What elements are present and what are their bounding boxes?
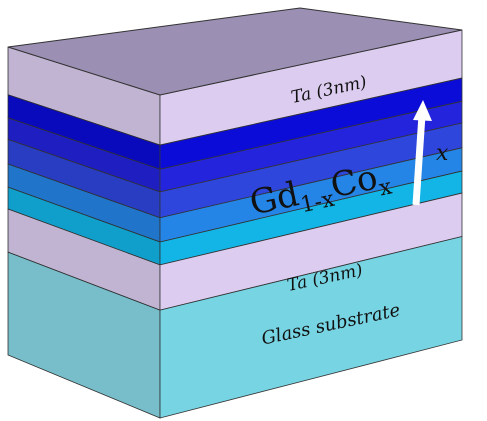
formula: Gd1-xCox <box>246 155 395 229</box>
stack-faces <box>7 29 463 419</box>
formula-co: Co <box>327 158 381 207</box>
layer-left-shade <box>8 164 160 242</box>
formula-group: Gd1-xCox <box>246 155 395 229</box>
x-arrow-head <box>413 100 432 121</box>
layer-left-shade <box>8 47 160 146</box>
layer-left-shade <box>8 94 160 170</box>
layer-left-shade <box>8 117 160 192</box>
top-face <box>7 7 463 96</box>
formula-gd: Gd <box>246 174 302 223</box>
formula-sub2: x <box>377 174 395 201</box>
x-arrow-label: x <box>436 141 449 166</box>
layer-left-shade <box>8 139 160 218</box>
layer-left-shade <box>8 252 160 418</box>
x-arrow-shaft <box>412 114 426 206</box>
layer-left-shade <box>8 209 160 311</box>
layer-left-shade <box>8 187 160 265</box>
layer-right-face <box>159 235 463 419</box>
